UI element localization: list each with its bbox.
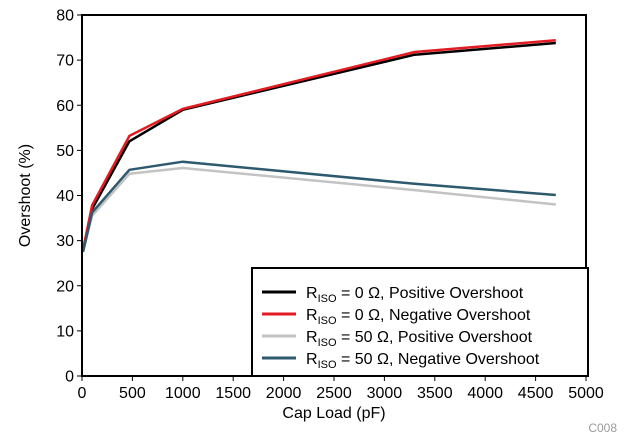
- legend-box: [251, 267, 589, 377]
- x-tick-label: 5000: [568, 385, 604, 402]
- legend-label-3: RISO = 50 Ω, Positive Overshoot: [306, 329, 533, 349]
- series-line-3: [81, 166, 556, 253]
- legend-label-4: RISO = 50 Ω, Negative Overshoot: [306, 351, 540, 371]
- x-tick-label: 2000: [266, 385, 302, 402]
- x-tick-label: 3000: [367, 385, 403, 402]
- y-tick-label: 50: [56, 143, 74, 160]
- y-tick-label: 30: [56, 233, 74, 250]
- y-tick-label: 70: [56, 53, 74, 70]
- x-tick-label: 2500: [316, 385, 352, 402]
- x-tick-label: 0: [78, 385, 87, 402]
- plot-lines: [81, 39, 556, 253]
- y-tick-label: 40: [56, 188, 74, 205]
- x-tick-label: 4000: [467, 385, 503, 402]
- y-tick-label: 20: [56, 278, 74, 295]
- y-tick-label: 10: [56, 323, 74, 340]
- y-axis-title: Overshoot (%): [17, 144, 34, 247]
- series-line-4: [81, 160, 556, 253]
- figure-code-label: C008: [588, 421, 617, 435]
- legend-label-1: RISO = 0 Ω, Positive Overshoot: [306, 285, 524, 305]
- x-tick-label: 3500: [417, 385, 453, 402]
- series-line-2: [81, 39, 556, 250]
- x-tick-label: 1000: [165, 385, 201, 402]
- legend-label-2: RISO = 0 Ω, Negative Overshoot: [306, 307, 531, 327]
- x-tick-label: 1500: [215, 385, 251, 402]
- y-tick-label: 60: [56, 98, 74, 115]
- x-axis-ticks: 0 500 1000 1500 2000 2500 3000 3500 4000 4500 5000: [78, 376, 604, 402]
- x-tick-label: 500: [119, 385, 146, 402]
- x-tick-label: 4500: [518, 385, 554, 402]
- x-axis-title: Cap Load (pF): [282, 405, 385, 422]
- y-tick-label: 80: [56, 8, 74, 25]
- y-tick-label: 0: [65, 369, 74, 386]
- y-axis-ticks: 0 10 20 30 40 50 60 70 80: [56, 8, 82, 386]
